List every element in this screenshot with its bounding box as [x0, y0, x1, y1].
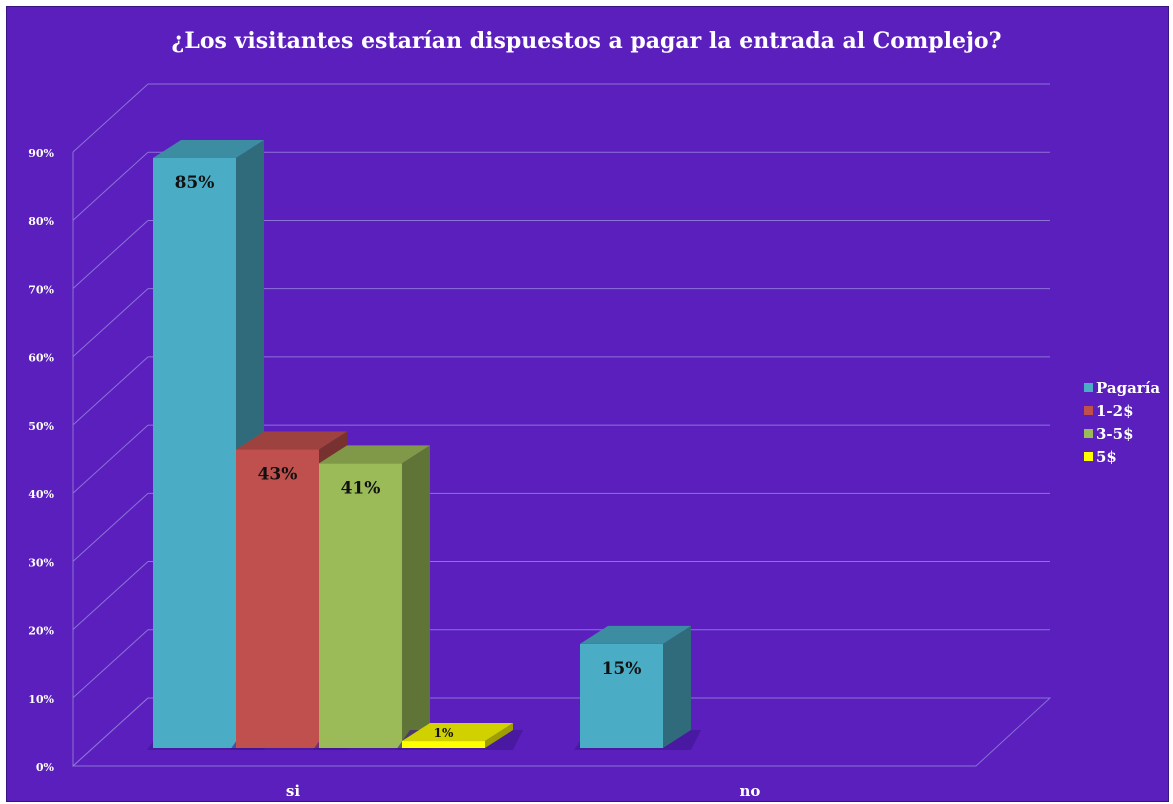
y-tick-label: 40% [28, 488, 54, 501]
data-label: 41% [341, 478, 381, 498]
bar-side [663, 625, 691, 748]
bar-front [580, 643, 663, 748]
legend-item-1-2: 1-2$ [1084, 399, 1160, 422]
bar-side [402, 445, 430, 748]
y-tick-label: 0% [36, 761, 55, 774]
gridline [72, 220, 149, 289]
y-tick-label: 80% [28, 215, 54, 228]
y-tick-label: 90% [28, 147, 54, 160]
data-label: 85% [175, 173, 215, 193]
gridline [72, 288, 149, 358]
legend-swatch [1084, 452, 1093, 461]
y-tick-label: 10% [28, 693, 54, 706]
chart-legend: Pagaría 1-2$ 3-5$ 5$ [1084, 376, 1160, 468]
legend-item-pagaria: Pagaría [1084, 376, 1160, 399]
legend-label: 1-2$ [1096, 401, 1134, 420]
bar-top [319, 445, 430, 464]
y-tick-label: 50% [28, 420, 54, 433]
legend-swatch [1084, 383, 1093, 392]
bar-front [402, 741, 485, 748]
legend-swatch [1084, 406, 1093, 415]
bar-side [485, 723, 513, 748]
gridline [72, 356, 149, 426]
data-label: 15% [602, 659, 642, 679]
y-tick-label: 60% [28, 352, 54, 365]
x-tick-label: si [286, 782, 300, 800]
bar-front [153, 158, 236, 748]
gridline [72, 561, 149, 630]
data-label: 43% [258, 465, 298, 485]
legend-label: Pagaría [1096, 378, 1161, 397]
gridline [72, 629, 149, 699]
y-tick-label: 30% [28, 556, 54, 569]
bar-top [236, 431, 347, 450]
legend-swatch [1084, 429, 1093, 438]
bar-top [402, 723, 513, 742]
gridline [72, 492, 149, 562]
bar-front [236, 449, 319, 748]
data-label: 1% [434, 726, 454, 740]
legend-label: 3-5$ [1096, 424, 1134, 443]
x-tick-label: no [740, 782, 761, 800]
y-tick-label: 70% [28, 283, 54, 296]
bar-top [153, 140, 264, 158]
chart-title: ¿Los visitantes estarían dispuestos a pa… [171, 28, 1002, 54]
bar-top [580, 625, 691, 644]
gridline [72, 424, 149, 494]
legend-label: 5$ [1096, 447, 1117, 466]
legend-item-3-5: 3-5$ [1084, 422, 1160, 445]
gridline [72, 151, 149, 221]
gridline [72, 697, 149, 767]
gridline [72, 83, 149, 153]
bar-front [319, 463, 402, 748]
y-tick-label: 20% [28, 625, 54, 638]
legend-item-5: 5$ [1084, 445, 1160, 468]
